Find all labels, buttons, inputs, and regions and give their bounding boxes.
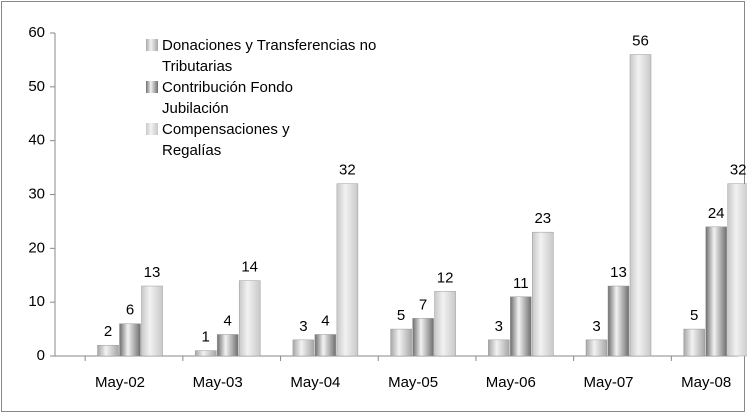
x-tick-label: May-02 [95,374,145,391]
legend-label: Donaciones y Transferencias no Tributari… [162,37,377,75]
legend-label: Compensaciones y Regalías [162,121,290,159]
bar [607,285,630,357]
data-label: 13 [144,264,161,281]
y-tick-label: 40 [28,132,45,149]
data-label: 3 [592,318,600,335]
bar [727,183,747,357]
x-tick-label: May-05 [388,374,438,391]
bar [238,280,261,357]
data-label: 32 [730,162,747,179]
bar [97,344,119,357]
x-tick-label: May-08 [681,374,731,391]
y-tick-label: 50 [28,78,45,95]
legend-item: Compensaciones y Regalías [146,119,302,161]
y-tick-label: 10 [28,293,45,310]
data-label: 3 [495,318,503,335]
bar [488,339,510,357]
legend-swatch [146,123,158,135]
legend-item: Donaciones y Transferencias no Tributari… [146,35,412,77]
bar [292,339,315,357]
data-label: 14 [241,259,258,276]
bar [412,318,434,357]
data-label: 2 [104,323,112,340]
data-label: 13 [610,264,627,281]
bar [629,54,652,357]
bar [141,285,163,357]
legend-swatch [146,39,158,51]
data-label: 4 [224,312,232,329]
bar [434,291,456,357]
bar [532,231,554,357]
legend-item: Contribución Fondo Jubilación [146,77,312,119]
data-label: 7 [419,296,427,313]
data-label: 6 [126,302,134,319]
data-label: 4 [321,312,329,329]
legend-label: Contribución Fondo Jubilación [162,79,293,117]
data-label: 12 [437,269,454,286]
x-tick-label: May-04 [290,374,340,391]
y-tick-label: 0 [37,347,45,364]
bar [683,328,705,357]
legend: Donaciones y Transferencias no Tributari… [146,35,436,161]
bar [510,296,532,357]
data-label: 24 [708,205,725,222]
x-tick-label: May-07 [583,374,633,391]
data-label: 1 [202,329,210,346]
data-label: 5 [397,307,405,324]
bar [314,334,337,357]
data-label: 11 [513,275,529,292]
bar [119,323,141,357]
y-tick-label: 20 [28,239,45,256]
legend-swatch [146,81,158,93]
y-tick-label: 60 [28,24,45,41]
bar [705,226,727,357]
x-tick-label: May-03 [193,374,243,391]
data-label: 56 [632,33,649,50]
bar [194,350,217,357]
bar [336,183,359,357]
bar [216,334,239,357]
data-label: 32 [339,162,356,179]
x-tick-label: May-06 [486,374,536,391]
data-label: 23 [534,210,551,227]
data-label: 5 [690,307,698,324]
data-label: 3 [299,318,307,335]
bar [390,328,412,357]
bar [585,339,608,357]
y-tick-label: 30 [28,185,45,202]
